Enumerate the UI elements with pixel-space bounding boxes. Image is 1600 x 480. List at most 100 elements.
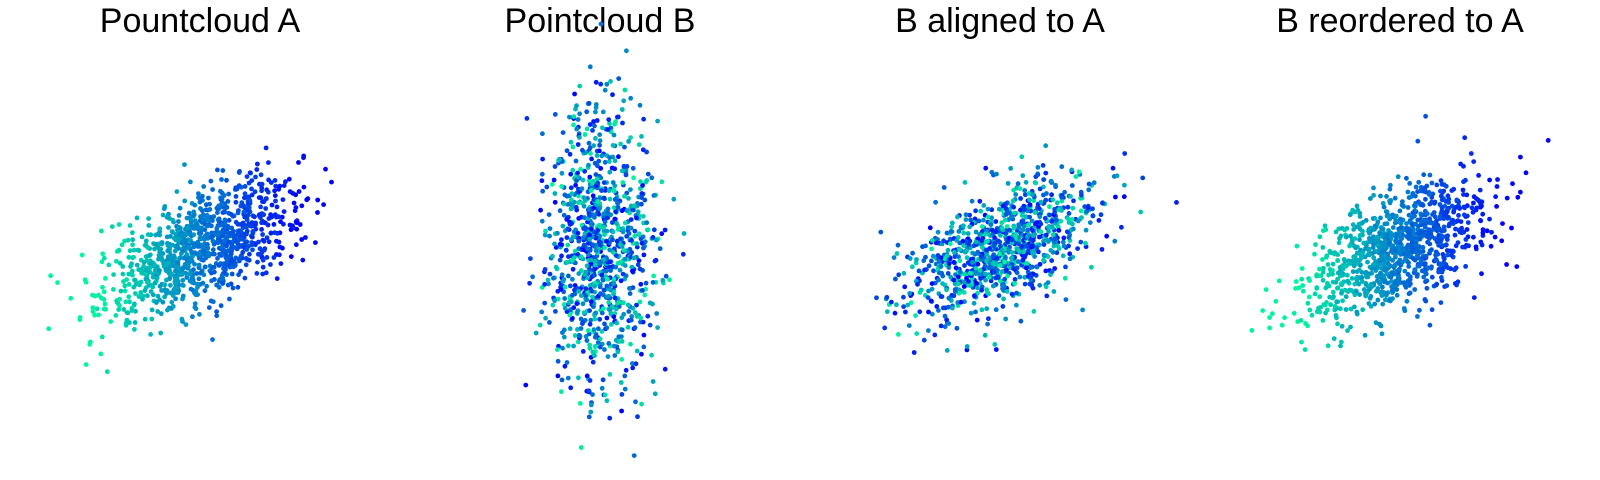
scatter-point	[1433, 282, 1439, 288]
scatter-point	[562, 192, 568, 198]
scatter-point	[878, 229, 884, 235]
scatter-point	[1382, 253, 1387, 258]
scatter-point	[1330, 271, 1335, 277]
scatter-point	[597, 261, 603, 266]
scatter-point	[1002, 276, 1008, 282]
scatter-point	[941, 238, 946, 244]
scatter-point	[944, 230, 950, 236]
scatter-point	[567, 114, 572, 120]
scatter-point	[996, 206, 1002, 212]
scatter-point	[292, 208, 298, 214]
scatter-point	[599, 310, 605, 316]
scatter-point	[179, 232, 185, 238]
scatter-point	[914, 331, 920, 336]
scatter-point	[1138, 209, 1144, 215]
scatter-point	[186, 210, 192, 216]
scatter-point	[937, 270, 942, 276]
scatter-point	[117, 296, 122, 302]
scatter-point	[659, 231, 665, 237]
scatter-point	[1404, 249, 1410, 255]
scatter-point	[662, 227, 668, 233]
scatter-point	[559, 377, 565, 383]
scatter-point	[1377, 273, 1382, 278]
scatter-point	[161, 206, 167, 212]
scatter-point	[622, 256, 628, 262]
scatter-point	[597, 132, 603, 138]
scatter-point	[252, 214, 257, 220]
scatter-point	[1450, 218, 1456, 224]
scatter-point	[659, 179, 665, 185]
scatter-point	[1365, 274, 1371, 280]
scatter-point	[136, 248, 142, 254]
scatter-point	[1439, 197, 1445, 203]
scatter-point	[597, 344, 603, 350]
scatter-point	[600, 109, 606, 115]
scatter-point	[636, 142, 642, 148]
scatter-point	[633, 361, 639, 367]
panel-aligned: B aligned to A	[874, 2, 1179, 355]
scatter-point	[1455, 218, 1461, 224]
scatter-point	[962, 271, 968, 277]
scatter-point	[1065, 204, 1071, 210]
scatter-point	[1515, 194, 1521, 200]
scatter-point	[607, 155, 612, 160]
scatter-point	[201, 272, 207, 278]
scatter-point	[951, 259, 957, 265]
scatter-point	[973, 208, 978, 214]
scatter-point	[651, 227, 657, 233]
scatter-point	[617, 267, 623, 273]
scatter-point	[597, 336, 603, 342]
scatter-point	[630, 361, 635, 366]
scatter-point	[574, 207, 580, 213]
scatter-point	[211, 264, 217, 270]
scatter-point	[593, 136, 598, 141]
scatter-point	[1339, 290, 1344, 296]
scatter-point	[567, 326, 573, 332]
scatter-point	[1317, 234, 1323, 240]
scatter-point	[907, 256, 913, 261]
scatter-point	[1302, 347, 1308, 352]
scatter-point	[597, 233, 603, 239]
scatter-point	[628, 135, 633, 141]
scatter-point	[1402, 308, 1408, 314]
scatter-point	[1352, 304, 1357, 310]
scatter-point	[942, 324, 948, 330]
scatter-point	[117, 303, 122, 309]
scatter-point	[1306, 294, 1312, 300]
scatter-point	[170, 304, 176, 309]
scatter-point	[1110, 165, 1116, 171]
scatter-point	[946, 321, 952, 326]
scatter-point	[184, 252, 190, 258]
scatter-point	[1049, 258, 1055, 263]
scatter-point	[634, 241, 640, 247]
scatter-point	[274, 238, 279, 244]
scatter-point	[1348, 233, 1353, 239]
scatter-point	[602, 347, 607, 352]
scatter-point	[539, 178, 545, 184]
scatter-point	[180, 248, 186, 254]
scatter-point	[608, 322, 614, 327]
scatter-point	[607, 196, 613, 202]
scatter-point	[169, 271, 175, 277]
scatter-point	[1053, 182, 1058, 188]
scatter-point	[1429, 264, 1434, 270]
scatter-point	[1029, 218, 1035, 224]
scatter-point	[1464, 227, 1470, 232]
scatter-point	[1028, 274, 1034, 280]
scatter-point	[121, 307, 127, 312]
scatter-point	[193, 306, 199, 312]
scatter-point	[1294, 243, 1300, 249]
scatter-point	[256, 195, 262, 201]
scatter-point	[641, 252, 647, 258]
scatter-point	[1345, 328, 1350, 333]
scatter-point	[1086, 181, 1092, 187]
scatter-point	[223, 251, 229, 257]
scatter-point	[182, 237, 188, 243]
scatter-point	[611, 281, 617, 286]
scatter-point	[587, 145, 593, 151]
scatter-point	[1459, 225, 1464, 231]
scatter-point	[1084, 209, 1089, 214]
scatter-point	[569, 205, 575, 211]
scatter-point	[616, 339, 622, 344]
scatter-point	[1428, 219, 1433, 225]
